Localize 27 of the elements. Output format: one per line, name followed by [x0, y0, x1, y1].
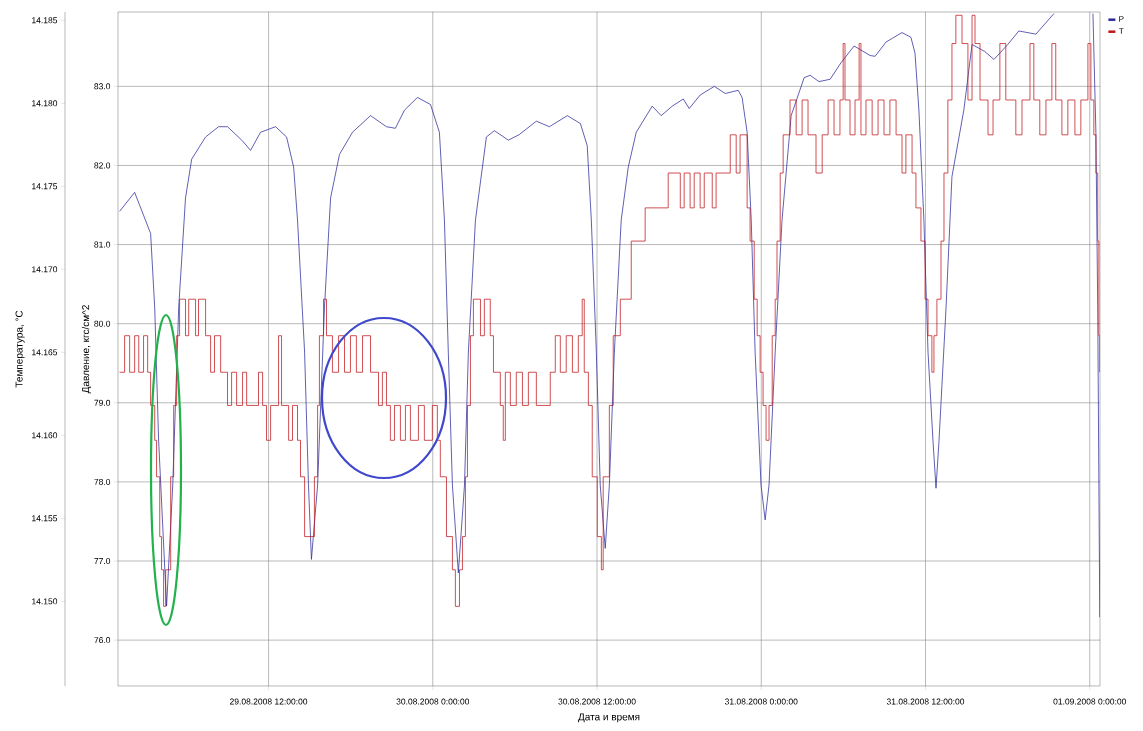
legend-label: P — [1119, 16, 1124, 22]
x-tick-label: 31.08.2008 0:00:00 — [724, 698, 798, 705]
y2-tick-label: 14.160 — [32, 432, 58, 439]
y2-tick-label: 14.175 — [32, 183, 58, 190]
y2-tick-label: 14.185 — [32, 17, 58, 24]
y2-tick-label: 14.165 — [32, 349, 58, 356]
y-tick-label: 82.0 — [94, 162, 111, 169]
y-tick-label: 80.0 — [94, 320, 111, 327]
x-tick-label: 01.09.2008 0:00:00 — [1053, 698, 1127, 705]
x-tick-label: 31.08.2008 12:00:00 — [886, 698, 965, 705]
y-tick-label: 76.0 — [94, 637, 111, 644]
y2-tick-label: 14.170 — [32, 266, 58, 273]
y-axis-title: Давление, кгс/см^2 — [81, 305, 92, 394]
x-axis-title: Дата и время — [578, 713, 640, 723]
y2-tick-label: 14.155 — [32, 515, 58, 522]
x-tick-label: 30.08.2008 0:00:00 — [396, 698, 470, 705]
x-tick-label: 29.08.2008 12:00:00 — [229, 698, 308, 705]
y-tick-label: 81.0 — [94, 241, 111, 248]
legend-label: T — [1119, 28, 1124, 34]
y-tick-label: 77.0 — [94, 558, 111, 565]
y-tick-label: 83.0 — [94, 83, 111, 90]
y2-tick-label: 14.150 — [32, 598, 58, 605]
x-tick-label: 30.08.2008 12:00:00 — [558, 698, 636, 705]
y2-axis-title: Температура, °C — [15, 310, 25, 388]
y-tick-label: 78.0 — [94, 478, 111, 485]
y2-tick-label: 14.180 — [32, 100, 58, 107]
y-tick-label: 79.0 — [94, 399, 111, 406]
